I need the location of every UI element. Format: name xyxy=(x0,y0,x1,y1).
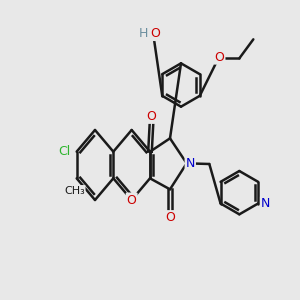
Text: N: N xyxy=(261,197,270,210)
Text: O: O xyxy=(214,51,224,64)
Text: N: N xyxy=(186,157,195,170)
Text: O: O xyxy=(151,27,160,40)
Text: O: O xyxy=(165,211,175,224)
Text: O: O xyxy=(147,110,157,123)
Text: O: O xyxy=(127,194,136,206)
Text: H: H xyxy=(139,27,148,40)
Text: CH₃: CH₃ xyxy=(64,186,85,196)
Text: Cl: Cl xyxy=(58,145,70,158)
